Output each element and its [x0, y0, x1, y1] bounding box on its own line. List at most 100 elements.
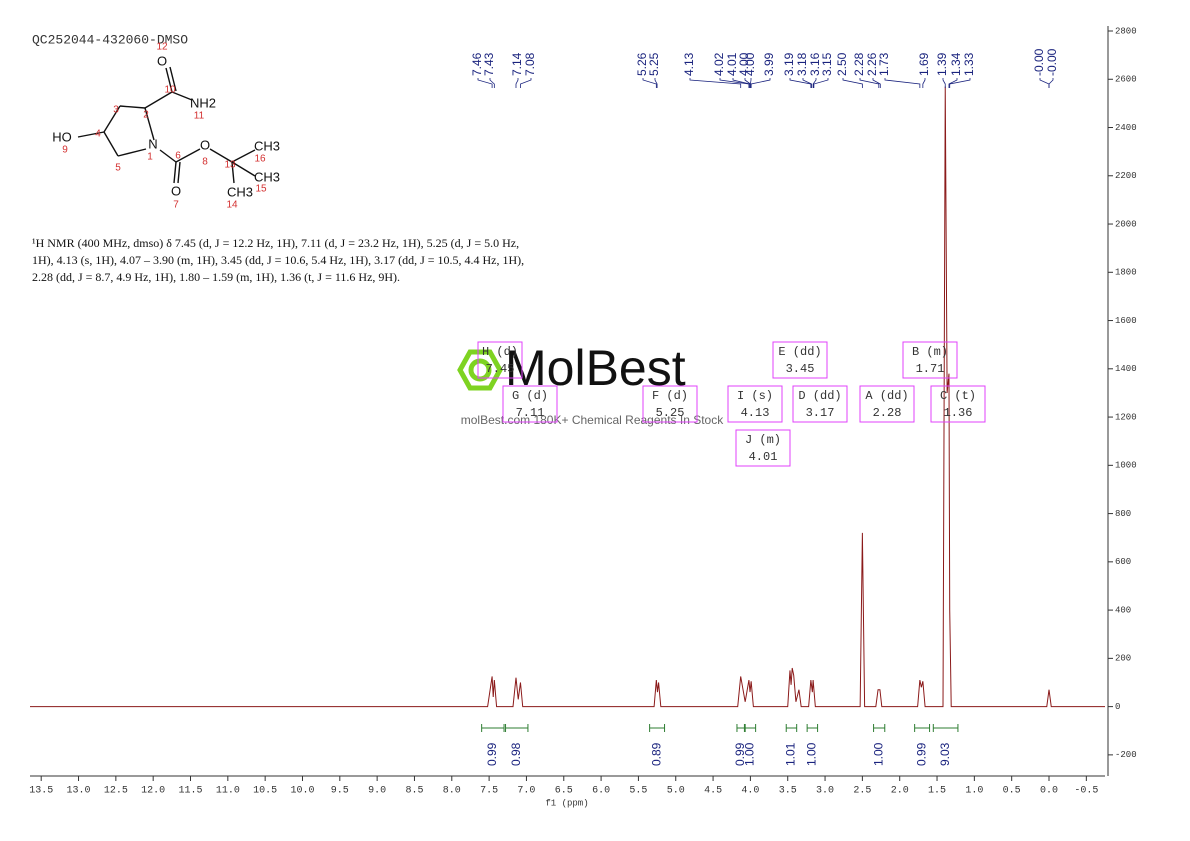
- multiplet-name: I (s): [737, 389, 773, 403]
- peak-label: 3.18: [795, 52, 809, 76]
- peak-connector: [884, 78, 921, 88]
- integral-value: 0.89: [649, 742, 663, 766]
- peak-label: 4.00: [737, 52, 751, 76]
- x-tick-label: 3.5: [779, 786, 797, 797]
- x-tick-label: 8.0: [443, 786, 461, 797]
- x-tick-label: 5.5: [629, 786, 647, 797]
- atom-number: 2: [143, 110, 149, 121]
- atom-number: 9: [62, 145, 68, 156]
- peak-label: 7.43: [482, 52, 496, 76]
- peak-connector: [750, 78, 771, 88]
- watermark-tagline: molBest.com 180K+ Chemical Reagents In S…: [461, 413, 724, 427]
- integral-value: 0.99: [733, 742, 747, 766]
- peak-label: 3.99: [762, 52, 776, 76]
- x-tick-label: 4.0: [741, 786, 759, 797]
- x-tick-label: 12.5: [104, 786, 128, 797]
- sample-title: QC252044-432060-DMSO: [32, 32, 188, 47]
- multiplet-name: A (dd): [865, 389, 908, 403]
- y-tick-label: 200: [1115, 654, 1131, 664]
- y-tick-label: 600: [1115, 557, 1131, 567]
- peak-label: 1.73: [877, 52, 891, 76]
- multiplet-shift: 1.71: [916, 362, 945, 376]
- multiplet-shift: 7.11: [516, 406, 545, 420]
- peak-connector: [732, 78, 751, 88]
- x-tick-label: 10.0: [290, 786, 314, 797]
- multiplet-name: C (t): [940, 389, 976, 403]
- multiplet-shift: 3.45: [786, 362, 815, 376]
- integral-value: 1.01: [784, 742, 798, 766]
- peak-connector: [749, 78, 752, 88]
- y-tick-label: 2800: [1115, 26, 1137, 36]
- peak-connector: [520, 78, 532, 88]
- peak-label: 7.14: [510, 52, 524, 76]
- y-tick-label: 1200: [1115, 412, 1137, 422]
- multiplet-name: G (d): [512, 389, 548, 403]
- y-tick-label: 2200: [1115, 171, 1137, 181]
- x-tick-label: 2.5: [853, 786, 871, 797]
- atom-number: 11: [194, 111, 205, 122]
- peak-label: 5.26: [635, 52, 649, 76]
- nmr-description: 1H), 4.13 (s, 1H), 4.07 – 3.90 (m, 1H), …: [32, 253, 524, 267]
- peak-label: 4.13: [682, 52, 696, 76]
- integral-value: 1.00: [805, 742, 819, 766]
- multiplet-name: E (dd): [778, 345, 821, 359]
- peak-label: -0.00: [1032, 48, 1046, 76]
- peak-connector: [948, 78, 958, 88]
- x-tick-label: 3.0: [816, 786, 834, 797]
- peak-label: 5.25: [647, 52, 661, 76]
- peak-label: 4.02: [712, 52, 726, 76]
- peak-connector: [789, 78, 812, 88]
- multiplet-box: [792, 385, 848, 423]
- x-tick-label: 0.0: [1040, 786, 1058, 797]
- peak-connector: [477, 78, 493, 88]
- watermark-logo: [457, 349, 503, 391]
- atom-label: CH3: [227, 184, 253, 199]
- integral-value: 0.99: [485, 742, 499, 766]
- y-tick-label: 1400: [1115, 364, 1137, 374]
- y-tick-label: 2400: [1115, 123, 1137, 133]
- peak-label: 1.39: [935, 52, 949, 76]
- atom-number: 16: [254, 154, 266, 165]
- peak-connector: [489, 78, 495, 88]
- x-tick-label: 0.5: [1003, 786, 1021, 797]
- atom-label: O: [157, 53, 167, 68]
- peak-connector: [654, 78, 658, 88]
- atom-number: 13: [224, 160, 236, 171]
- peak-label: 7.46: [470, 52, 484, 76]
- nmr-description: ¹H NMR (400 MHz, dmso) δ 7.45 (d, J = 12…: [32, 236, 519, 250]
- structure-bonds: [77, 66, 256, 184]
- multiplet-box: [859, 385, 915, 423]
- y-tick-label: 2600: [1115, 75, 1137, 85]
- atom-number: 15: [255, 184, 267, 195]
- peak-label: 3.16: [808, 52, 822, 76]
- multiplet-shift: 5.25: [656, 406, 685, 420]
- x-tick-label: 4.5: [704, 786, 722, 797]
- peak-label: -0.00: [1045, 48, 1059, 76]
- multiplet-name: H (d): [482, 345, 518, 359]
- peak-connector: [842, 78, 863, 88]
- integral-value: 0.99: [914, 742, 928, 766]
- multiplet-shift: 4.13: [741, 406, 770, 420]
- y-tick-label: 800: [1115, 509, 1131, 519]
- multiplet-box: [642, 385, 698, 423]
- x-tick-label: 13.5: [29, 786, 53, 797]
- peak-label: 2.50: [835, 52, 849, 76]
- atom-number: 6: [175, 151, 181, 162]
- multiplet-shift: 2.28: [873, 406, 902, 420]
- peak-connector: [922, 78, 926, 88]
- integral-value: 0.98: [509, 742, 523, 766]
- atom-number: 5: [115, 163, 121, 174]
- multiplet-shift: 4.01: [749, 450, 778, 464]
- multiplet-shift: 1.36: [944, 406, 973, 420]
- multiplet-box: [772, 341, 828, 379]
- peak-connector: [719, 78, 750, 88]
- x-tick-label: 7.0: [517, 786, 535, 797]
- multiplet-box: [930, 385, 986, 423]
- integral-value: 1.00: [871, 742, 885, 766]
- atom-number: 1: [147, 152, 153, 163]
- peak-connector: [642, 78, 657, 88]
- peak-connector: [812, 78, 817, 88]
- multiplet-box: [735, 429, 791, 467]
- x-tick-label: 1.5: [928, 786, 946, 797]
